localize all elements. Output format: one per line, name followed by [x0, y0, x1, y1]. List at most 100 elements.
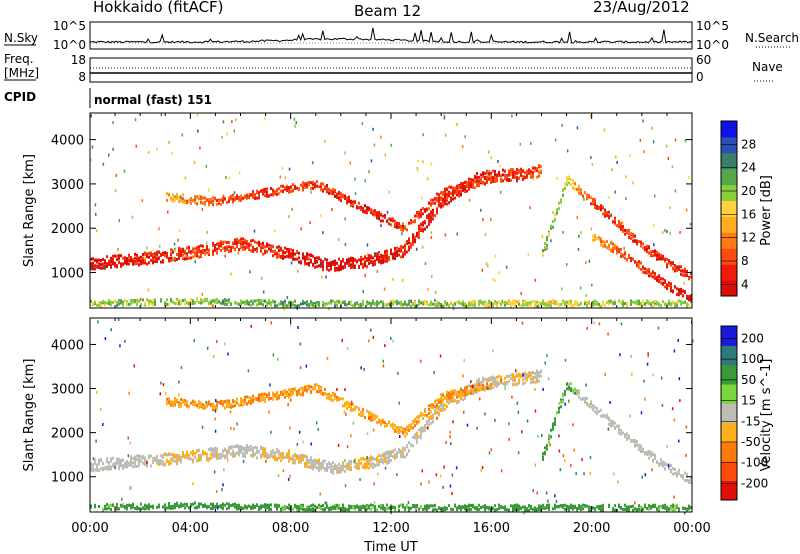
rti-cell	[406, 445, 408, 449]
rti-cell	[350, 263, 352, 267]
rti-cell	[600, 237, 602, 241]
rti-cell	[126, 302, 128, 306]
rti-cell	[442, 190, 444, 194]
rti-cell	[228, 249, 230, 253]
rti-cell	[436, 192, 438, 196]
rti-cell	[148, 300, 150, 303]
rti-cell	[166, 453, 168, 457]
rti-cell	[338, 190, 340, 194]
rti-cell	[438, 193, 440, 197]
rti-cell	[434, 197, 436, 201]
rti-cell	[102, 468, 104, 472]
rti-cell	[288, 250, 290, 254]
rti-cell	[302, 454, 304, 457]
rti-cell	[680, 265, 682, 269]
rti-cell	[300, 261, 302, 265]
rti-cell	[676, 265, 678, 269]
rti-cell	[428, 219, 430, 223]
rti-cell	[286, 505, 288, 509]
rti-cell	[250, 448, 252, 452]
rti-cell	[308, 505, 310, 509]
rti-cell	[604, 240, 606, 244]
rti-cell	[244, 504, 246, 508]
rti-cell	[526, 169, 528, 173]
rti-speckle	[199, 146, 201, 150]
rti-cell	[306, 303, 308, 307]
rti-cell	[304, 462, 306, 465]
rti-cell	[178, 302, 180, 305]
rti-cell	[558, 303, 560, 307]
rti-cell	[458, 395, 460, 398]
rti-speckle	[534, 278, 536, 282]
rti-speckle	[139, 297, 142, 301]
rti-cell	[90, 463, 92, 466]
rti-cell	[414, 239, 416, 243]
rti-cell	[374, 254, 376, 258]
rti-cell	[264, 454, 266, 458]
rti-cell	[216, 457, 218, 460]
rti-cell	[464, 181, 466, 185]
rti-cell	[628, 228, 630, 232]
rti-speckle	[494, 254, 497, 258]
rti-cell	[446, 192, 448, 196]
rti-speckle	[426, 177, 429, 181]
rti-cell	[430, 217, 432, 221]
rti-cell	[438, 398, 440, 402]
rti-cell	[264, 451, 266, 455]
rti-cell	[348, 302, 350, 305]
rti-cell	[486, 171, 488, 175]
rti-cell	[220, 198, 222, 202]
rti-cell	[594, 233, 596, 237]
rti-cell	[474, 186, 476, 190]
rti-cell	[270, 187, 272, 191]
rti-cell	[546, 243, 548, 247]
rti-cell	[512, 379, 514, 383]
rti-cell	[666, 286, 668, 290]
rti-cell	[288, 455, 290, 459]
rti-cell	[292, 183, 294, 187]
rti-cell	[362, 408, 364, 412]
rti-cell	[558, 201, 560, 205]
rti-cell	[198, 300, 200, 304]
rti-cell	[256, 299, 258, 302]
rti-cell	[304, 508, 306, 512]
rti-cell	[334, 503, 336, 507]
rti-cell	[356, 302, 358, 306]
rti-cell	[276, 188, 278, 192]
rti-speckle	[362, 290, 364, 294]
rti-cell	[394, 246, 396, 250]
rti-cell	[428, 419, 430, 423]
rti-cell	[286, 392, 288, 396]
rti-cell	[392, 426, 394, 430]
rti-cell	[336, 464, 338, 468]
rti-cell	[384, 455, 386, 459]
rti-cell	[304, 388, 306, 392]
rti-cell	[406, 453, 408, 457]
rti-cell	[278, 449, 280, 453]
rti-cell	[330, 301, 332, 305]
rti-cell	[376, 300, 378, 304]
rti-cell	[160, 260, 162, 264]
colorbar-segment	[721, 136, 737, 154]
rti-cell	[388, 456, 390, 460]
rti-cell	[314, 504, 316, 508]
rti-cell	[274, 250, 276, 253]
rti-cell	[448, 190, 450, 194]
rti-cell	[470, 384, 472, 388]
rti-cell	[602, 300, 604, 304]
rti-cell	[622, 300, 624, 304]
rti-cell	[448, 201, 450, 205]
rti-cell	[472, 390, 474, 394]
rti-cell	[94, 461, 96, 465]
rti-cell	[324, 303, 326, 307]
rti-cell	[106, 460, 108, 464]
rti-cell	[568, 181, 570, 185]
rti-cell	[668, 299, 670, 303]
rti-cell	[550, 300, 552, 304]
rti-cell	[338, 196, 340, 200]
rti-cell	[230, 403, 232, 407]
rti-cell	[108, 506, 110, 510]
rti-cell	[168, 503, 170, 507]
rti-cell	[382, 258, 384, 262]
rti-cell	[598, 237, 600, 241]
